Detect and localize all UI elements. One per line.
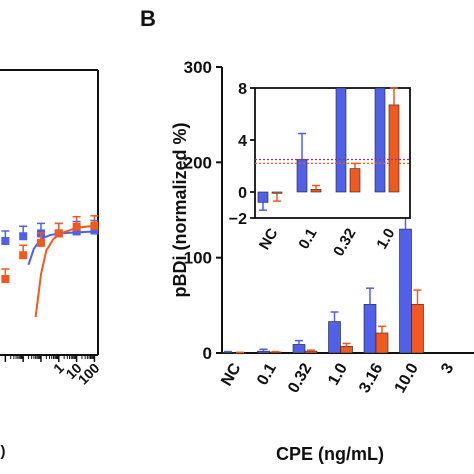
panel-b-label: B: [140, 6, 156, 31]
panel-b-bar-blue: [292, 344, 306, 354]
panel-b-bar-blue: [328, 321, 341, 354]
inset-y-tick-label: 8: [238, 81, 247, 98]
inset-bar-blue: [257, 191, 269, 203]
panel-a-orange-point: [54, 229, 63, 238]
inset-x-tick-label: 0.32: [330, 226, 359, 260]
panel-b-y-tick-label: 300: [184, 58, 212, 77]
panel-b-bar-blue: [221, 352, 235, 354]
panel-b-x-tick-label: 0.1: [254, 360, 280, 388]
panel-b-bar-orange: [375, 332, 389, 354]
panel-a-blue-point: [19, 232, 28, 241]
inset-bar-blue: [296, 159, 308, 193]
panel-b-y-tick-label: 0: [203, 344, 212, 363]
panel-b-x-tick-label: NC: [218, 360, 244, 389]
panel-a-blue-point: [72, 227, 81, 236]
panel-a-orange-point: [72, 222, 81, 231]
inset-x-tick-label: 0.1: [295, 226, 320, 253]
panel-a-x-tick-label: 100: [75, 360, 103, 388]
panel-b-bar-blue: [363, 304, 377, 354]
inset-y-tick-label: 0: [238, 185, 247, 202]
inset-bar-orange: [271, 191, 283, 194]
panel-b-bar-blue: [257, 350, 270, 354]
panel-b-x-tick-label: 10.0: [392, 360, 422, 396]
panel-b-x-tick-label: 0.32: [285, 360, 315, 396]
panel-b-bar-blue: [399, 228, 412, 354]
inset-bar-blue: [335, 87, 347, 193]
panel-a-x-axis-label-fragment: ): [1, 443, 6, 460]
panel-b-x-tick-label: 1.0: [325, 360, 351, 388]
panel-b-y-tick-label: 100: [184, 249, 212, 268]
inset-x-tick-label: NC: [256, 225, 282, 252]
inset-y-tick-label: 4: [238, 133, 247, 150]
panel-a-blue-point: [1, 237, 10, 245]
panel-a-orange-point: [36, 238, 45, 247]
panel-a-orange-point: [90, 221, 99, 230]
inset-bar-orange: [388, 104, 400, 193]
panel-a-orange-point: [19, 251, 28, 260]
inset-bar-blue: [374, 87, 386, 193]
inset-y-tick-label: −2: [229, 211, 247, 228]
panel-a-blue-point: [90, 226, 99, 235]
panel-b-y-axis-label: pBDi (normalized %): [170, 122, 190, 297]
panel-b-x-tick-label: 3.16: [356, 360, 386, 396]
panel-b-bar-orange: [304, 350, 318, 354]
inset-frame: [254, 87, 411, 219]
inset-bar-orange: [310, 189, 322, 193]
panel-b-x-tick-label: 3: [438, 360, 457, 376]
panel-b-bar-orange: [340, 346, 353, 354]
panel-b-y-tick-label: 200: [184, 153, 212, 172]
panel-b-x-axis-label: CPE (ng/mL): [276, 444, 384, 464]
panel-a-orange-point: [1, 275, 10, 283]
inset-bar-orange: [349, 168, 361, 193]
panel-b-bar-orange: [411, 304, 424, 354]
panel-b-inset-chart: −2 0 4 8 NC 0.1 0.32 1.0: [229, 81, 411, 260]
inset-x-tick-label: 1.0: [373, 226, 398, 253]
